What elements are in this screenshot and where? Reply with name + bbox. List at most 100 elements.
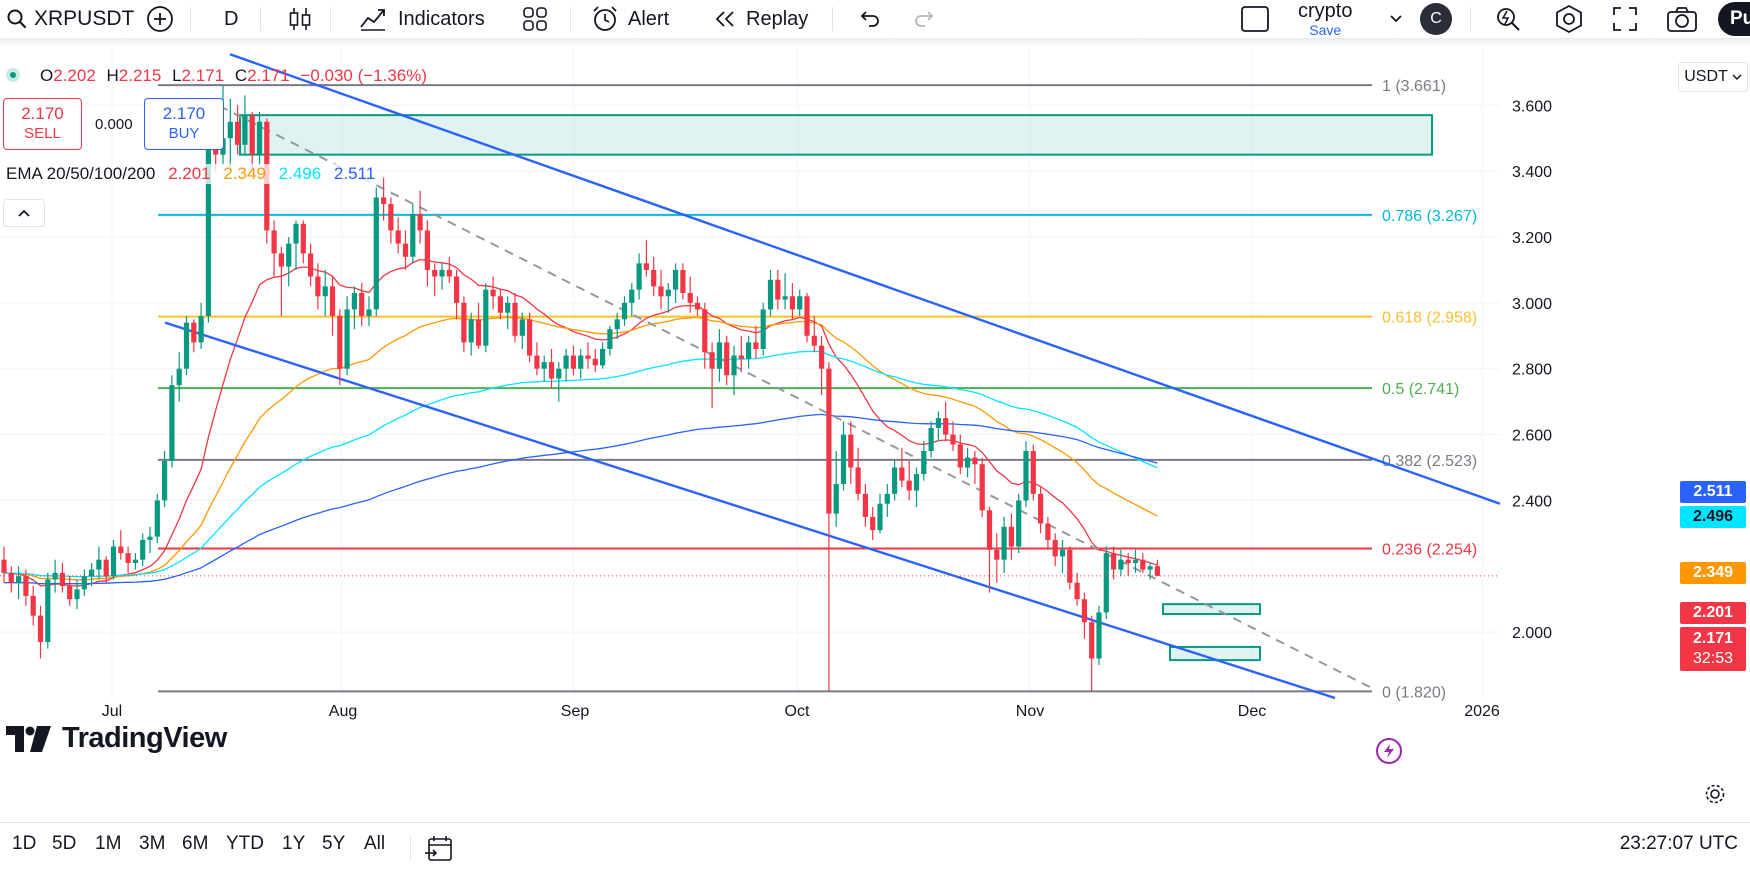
top-toolbar: XRPUSDT D Indicators Alert Replay crypto… — [0, 0, 1750, 38]
avatar-letter: C — [1430, 10, 1442, 27]
price-tick-label: 3.600 — [1512, 98, 1552, 115]
candle-body — [1052, 539, 1058, 557]
candle-body — [738, 355, 744, 359]
range-5d[interactable]: 5D — [52, 833, 77, 854]
undo-button[interactable] — [856, 0, 882, 38]
price-tick-label: 3.400 — [1512, 164, 1552, 181]
range-all[interactable]: All — [364, 833, 386, 854]
candle-body — [96, 559, 102, 570]
utc-clock[interactable]: 23:27:07 UTC — [1619, 833, 1738, 854]
currency-label: USDT — [1684, 68, 1728, 85]
user-avatar[interactable]: C — [1420, 0, 1452, 38]
channel-upper-line — [229, 53, 1501, 505]
replay-button[interactable]: Replay — [712, 0, 808, 38]
instant-alert-badge[interactable] — [1376, 738, 1402, 764]
indicators-icon — [360, 9, 385, 31]
close-value: 2.171 — [247, 66, 290, 85]
candle-body — [621, 302, 628, 320]
candles-layer — [1, 85, 1160, 692]
tradingview-logo[interactable]: TradingView — [6, 722, 227, 755]
scale-settings-button[interactable] — [1700, 780, 1730, 808]
candle-body — [826, 368, 832, 514]
candle-body — [1089, 622, 1095, 659]
candle-body — [1103, 553, 1109, 613]
market-status-dot[interactable] — [6, 68, 20, 82]
fib-level-label: 0.236 (2.254) — [1382, 542, 1477, 559]
range-1y[interactable]: 1Y — [282, 833, 306, 854]
candle-body — [235, 121, 241, 145]
price-chart[interactable]: 1 (3.661) 0.786 (3.267) 0.618 (2.958) 0.5 (… — [0, 46, 1750, 822]
indicators-button[interactable]: Indicators — [358, 0, 485, 38]
layout-name-button[interactable]: crypto Save — [1298, 0, 1352, 38]
candle-body — [629, 289, 635, 303]
candle-body — [293, 223, 299, 244]
goto-date-button[interactable] — [424, 834, 454, 869]
last-price-value: 2.171 — [1692, 630, 1734, 647]
ema-legend[interactable]: EMA 20/50/100/200 2.201 2.349 2.496 2.51… — [3, 164, 379, 184]
templates-button[interactable] — [522, 0, 548, 38]
candle-body — [578, 355, 584, 369]
settings-button[interactable] — [1554, 0, 1584, 38]
publish-pill: Pu — [1718, 2, 1750, 36]
buy-button[interactable]: 2.170 BUY — [144, 98, 224, 150]
layout-menu-button[interactable] — [1388, 0, 1404, 38]
symbol-search[interactable]: XRPUSDT — [6, 0, 134, 38]
candle-body — [300, 223, 306, 254]
candle-body — [884, 493, 890, 504]
lightning-icon — [1384, 744, 1394, 758]
candle-body — [490, 289, 496, 297]
range-5y[interactable]: 5Y — [322, 833, 346, 854]
chart-type-button[interactable] — [287, 0, 313, 38]
range-1d[interactable]: 1D — [12, 833, 37, 854]
candle-body — [1074, 582, 1080, 600]
search-icon — [7, 9, 27, 29]
time-tick-label: Nov — [1016, 703, 1044, 720]
publish-button[interactable]: Pu — [1718, 0, 1750, 38]
candle-body — [782, 296, 788, 300]
price-scale[interactable]: 2.000 2.400 2.600 2.800 3.000 3.200 3.400 3.600 — [1512, 98, 1552, 642]
candle-body — [673, 269, 679, 290]
sell-button[interactable]: 2.170 SELL — [3, 98, 82, 150]
candle-body — [957, 444, 963, 468]
alert-button[interactable]: Alert — [590, 0, 669, 38]
candle-body — [585, 355, 591, 359]
candle-body — [249, 115, 255, 155]
quick-search-button[interactable] — [1494, 0, 1522, 38]
candle-body — [1059, 549, 1066, 557]
snapshot-button[interactable] — [1666, 0, 1698, 38]
buy-label: BUY — [168, 125, 200, 142]
channel-midline — [204, 97, 1373, 690]
toolbar-divider — [570, 7, 571, 31]
toolbar-divider — [330, 7, 331, 31]
candle-body — [1081, 599, 1087, 623]
chevron-down-icon — [1732, 74, 1742, 81]
candle-body — [278, 253, 284, 267]
fib-retracement[interactable]: 1 (3.661) 0.786 (3.267) 0.618 (2.958) 0.5 (… — [158, 78, 1477, 701]
range-6m[interactable]: 6M — [182, 833, 209, 854]
compare-symbol-button[interactable] — [146, 0, 174, 38]
collapse-legend-button[interactable] — [3, 199, 45, 227]
currency-selector[interactable]: USDT — [1678, 62, 1748, 92]
candle-body — [439, 269, 445, 277]
time-scale[interactable]: Jul Aug Sep Oct Nov Dec 2026 — [102, 703, 1500, 720]
layout-toggle-button[interactable] — [1240, 0, 1270, 38]
candle-body — [665, 289, 671, 297]
candle-body — [921, 451, 927, 475]
candle-body — [950, 434, 956, 445]
range-ytd[interactable]: YTD — [226, 833, 264, 854]
candle-body — [746, 342, 752, 359]
plus-circle-icon — [147, 6, 173, 32]
candles-icon — [289, 8, 311, 30]
time-tick-label: Sep — [561, 703, 590, 720]
candle-body — [600, 348, 606, 366]
hexagon-gear-icon — [1556, 4, 1582, 34]
zones-layer — [239, 114, 1433, 662]
time-tick-label: Aug — [329, 703, 357, 720]
fullscreen-button[interactable] — [1612, 0, 1638, 38]
interval-button[interactable]: D — [224, 0, 238, 38]
candle-body — [505, 302, 511, 313]
redo-button[interactable] — [912, 0, 938, 38]
range-3m[interactable]: 3M — [139, 833, 166, 854]
range-1m[interactable]: 1M — [95, 833, 122, 854]
descending-channel[interactable] — [164, 53, 1501, 700]
